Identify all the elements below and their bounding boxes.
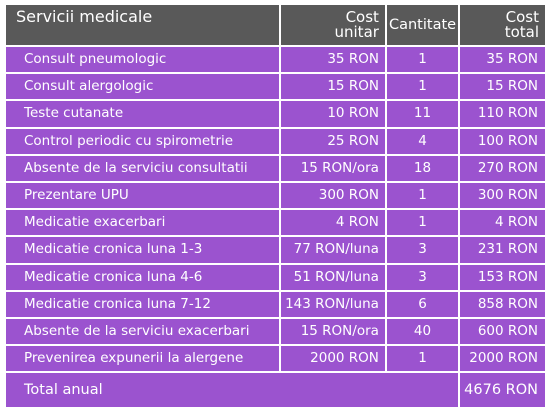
cell-unit-cost: 2000 RON: [281, 346, 385, 372]
medical-costs-table: Servicii medicale Cost unitar Cantitate …: [4, 3, 547, 409]
table-row: Medicatie cronica luna 4-6 51 RON/luna 3 15…: [6, 264, 545, 290]
cell-service: Absente de la serviciu exacerbari: [6, 318, 280, 345]
cell-service: Absente de la serviciu consultatii: [6, 155, 280, 181]
cell-quantity: 1: [386, 346, 459, 372]
cell-quantity: 1: [386, 74, 459, 100]
header-unit-cost-line2: unitar: [334, 23, 379, 41]
table-row: Consult pneumologic 35 RON 1 35 RON: [6, 47, 545, 73]
cell-service: Prezentare UPU: [6, 182, 280, 209]
total-label: Total anual: [6, 373, 459, 408]
header-service-label: Servicii medicale: [16, 7, 153, 26]
cell-unit-cost: 10 RON: [281, 101, 385, 127]
cell-unit-cost: 4 RON: [281, 210, 385, 236]
bottom-margin: [0, 407, 547, 417]
cell-total-cost: 270 RON: [460, 155, 545, 181]
cell-unit-cost: 25 RON: [281, 128, 385, 154]
cell-quantity: 40: [386, 318, 459, 345]
cell-total-cost: 300 RON: [460, 182, 545, 209]
cell-service: Teste cutanate: [6, 101, 280, 127]
cell-service: Consult alergologic: [6, 74, 280, 100]
cell-unit-cost: 77 RON/luna: [281, 237, 385, 263]
table-row: Medicatie exacerbari 4 RON 1 4 RON: [6, 210, 545, 236]
header-unit-cost-line1: Cost: [345, 8, 379, 26]
cell-quantity: 1: [386, 210, 459, 236]
cell-unit-cost: 51 RON/luna: [281, 264, 385, 290]
table-row: Control periodic cu spirometrie 25 RON 4 10…: [6, 128, 545, 154]
table-row: Teste cutanate 10 RON 11 110 RON: [6, 101, 545, 127]
table-row: Absente de la serviciu exacerbari 15 RON/…: [6, 318, 545, 345]
cell-service: Prevenirea expunerii la alergene: [6, 346, 280, 372]
header-total-cost-line2: total: [504, 23, 539, 41]
cell-unit-cost: 15 RON/ora: [281, 318, 385, 345]
header-total-cost: Cost total: [460, 5, 545, 45]
table-row: Medicatie cronica luna 7-12 143 RON/luna 6…: [6, 291, 545, 317]
table-header: Servicii medicale Cost unitar Cantitate …: [6, 5, 545, 45]
cell-quantity: 3: [386, 264, 459, 290]
cell-total-cost: 15 RON: [460, 74, 545, 100]
cell-total-cost: 4 RON: [460, 210, 545, 236]
cell-service: Medicatie cronica luna 4-6: [6, 264, 280, 290]
cell-total-cost: 2000 RON: [460, 346, 545, 372]
cell-quantity: 4: [386, 128, 459, 154]
cell-quantity: 18: [386, 155, 459, 181]
header-quantity-label: Cantitate: [388, 16, 457, 33]
cell-total-cost: 35 RON: [460, 47, 545, 73]
header-row: Servicii medicale Cost unitar Cantitate …: [6, 5, 545, 45]
cell-unit-cost: 143 RON/luna: [281, 291, 385, 317]
table-row: Absente de la serviciu consultatii 15 RON…: [6, 155, 545, 181]
cell-unit-cost: 15 RON/ora: [281, 155, 385, 181]
cell-total-cost: 100 RON: [460, 128, 545, 154]
cell-total-cost: 153 RON: [460, 264, 545, 290]
header-quantity: Cantitate: [386, 5, 459, 45]
cell-service: Medicatie cronica luna 1-3: [6, 237, 280, 263]
table-row: Consult alergologic 15 RON 1 15 RON: [6, 74, 545, 100]
cell-unit-cost: 35 RON: [281, 47, 385, 73]
cell-unit-cost: 300 RON: [281, 182, 385, 209]
cell-service: Medicatie cronica luna 7-12: [6, 291, 280, 317]
cell-service: Medicatie exacerbari: [6, 210, 280, 236]
cell-unit-cost: 15 RON: [281, 74, 385, 100]
cell-quantity: 1: [386, 47, 459, 73]
cell-quantity: 6: [386, 291, 459, 317]
cell-quantity: 11: [386, 101, 459, 127]
header-total-cost-line1: Cost: [505, 8, 539, 26]
cell-total-cost: 858 RON: [460, 291, 545, 317]
cell-quantity: 3: [386, 237, 459, 263]
table-row: Prezentare UPU 300 RON 1 300 RON: [6, 182, 545, 209]
header-service: Servicii medicale: [6, 5, 280, 45]
table-body: Consult pneumologic 35 RON 1 35 RON Consult …: [6, 47, 545, 372]
table-row: Prevenirea expunerii la alergene 2000 RON…: [6, 346, 545, 372]
cell-total-cost: 600 RON: [460, 318, 545, 345]
cell-service: Consult pneumologic: [6, 47, 280, 73]
table-footer: Total anual 4676 RON: [6, 373, 545, 408]
cell-total-cost: 231 RON: [460, 237, 545, 263]
header-unit-cost: Cost unitar: [281, 5, 385, 45]
total-row: Total anual 4676 RON: [6, 373, 545, 408]
cell-quantity: 1: [386, 182, 459, 209]
table-row: Medicatie cronica luna 1-3 77 RON/luna 3 23…: [6, 237, 545, 263]
total-value: 4676 RON: [460, 373, 545, 408]
cell-total-cost: 110 RON: [460, 101, 545, 127]
cell-service: Control periodic cu spirometrie: [6, 128, 280, 154]
